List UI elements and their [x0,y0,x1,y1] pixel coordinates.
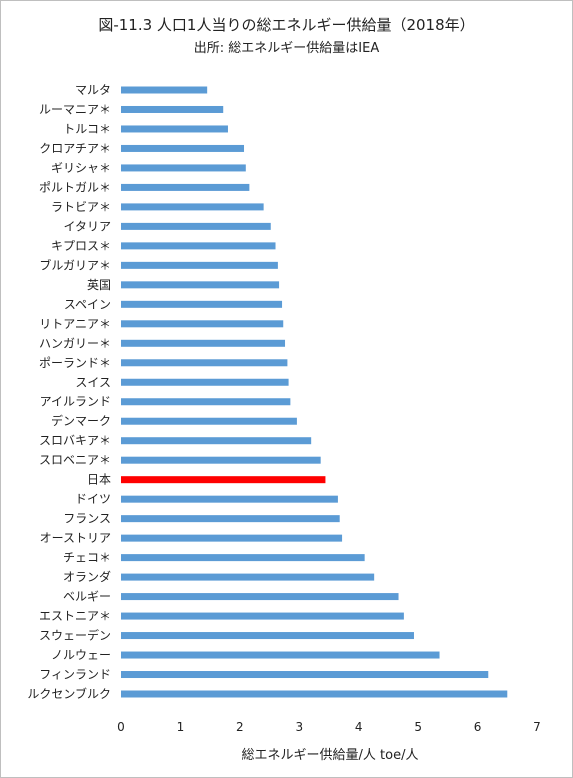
x-axis-label: 総エネルギー供給量/人 toe/人 [241,748,419,763]
category-label: 英国 [87,278,111,292]
x-tick-label: 5 [414,720,422,734]
chart-title: 図-11.3 人口1人当りの総エネルギー供給量（2018年） [98,16,475,34]
bar-3 [121,144,245,152]
category-label: スペイン [64,297,111,311]
bar-20 [121,476,326,484]
category-label: マルタ [75,83,111,97]
bar-0 [121,86,208,94]
bar-10 [121,281,280,289]
bar-27 [121,612,404,620]
category-label: ブルガリア＊ [39,257,111,272]
bar-22 [121,515,340,523]
bar-5 [121,183,250,191]
bar-8 [121,242,276,250]
bar-9 [121,261,278,269]
category-label: ポーランド＊ [39,356,111,370]
category-label: フィンランド [39,668,111,682]
category-label: チェコ＊ [63,551,111,565]
category-label: キプロス＊ [51,239,111,253]
category-label: ギリシャ＊ [51,161,111,175]
category-label: ラトビア＊ [51,200,111,214]
category-label: トルコ＊ [63,122,111,136]
bar-31 [121,690,508,698]
bar-26 [121,593,399,601]
bar-30 [121,671,489,679]
bar-25 [121,573,375,581]
category-label: クロアチア＊ [39,141,111,155]
category-label: ハンガリー＊ [39,336,111,350]
category-label: オーストリア [40,531,111,545]
bar-16 [121,398,291,406]
x-tick-label: 4 [355,720,363,734]
category-label: スロバキア＊ [39,434,111,448]
bar-2 [121,125,228,133]
bar-29 [121,651,440,659]
bar-18 [121,437,312,445]
bar-6 [121,203,264,211]
bar-4 [121,164,246,172]
category-label: アイルランド [40,395,111,409]
bar-12 [121,320,284,328]
category-label: リトアニア＊ [39,317,111,331]
bar-11 [121,300,283,308]
category-label: デンマーク [51,413,111,428]
category-label: スイス [75,375,111,389]
x-tick-label: 7 [533,720,541,734]
category-label: スロベニア＊ [39,453,111,467]
bar-15 [121,378,289,386]
x-tick-label: 2 [236,720,244,734]
x-tick-label: 6 [474,720,482,734]
bar-21 [121,495,338,503]
bar-14 [121,359,288,367]
bar-13 [121,339,286,347]
bar-7 [121,222,271,230]
chart-subtitle: 出所: 総エネルギー供給量はIEA [193,41,380,56]
category-label: ノルウェー [51,648,111,662]
x-tick-label: 1 [177,720,185,734]
bar-24 [121,554,365,562]
x-tick-label: 3 [295,720,303,734]
category-label: スウェーデン [39,628,111,643]
category-label: ポルトガル＊ [39,180,111,194]
bar-23 [121,534,343,542]
category-label: ルクセンブルク [27,686,111,701]
category-label: エストニア＊ [39,609,111,623]
category-label: オランダ [63,569,111,584]
bar-28 [121,632,414,640]
category-label: ルーマニア＊ [39,102,111,116]
bar-17 [121,417,297,425]
category-label: ドイツ [75,492,111,506]
bar-1 [121,105,224,113]
x-tick-label: 0 [117,720,125,734]
category-label: イタリア [63,219,111,233]
bar-19 [121,456,321,464]
category-label: フランス [63,512,111,526]
category-label: 日本 [87,473,111,487]
category-label: ベルギー [63,590,111,604]
